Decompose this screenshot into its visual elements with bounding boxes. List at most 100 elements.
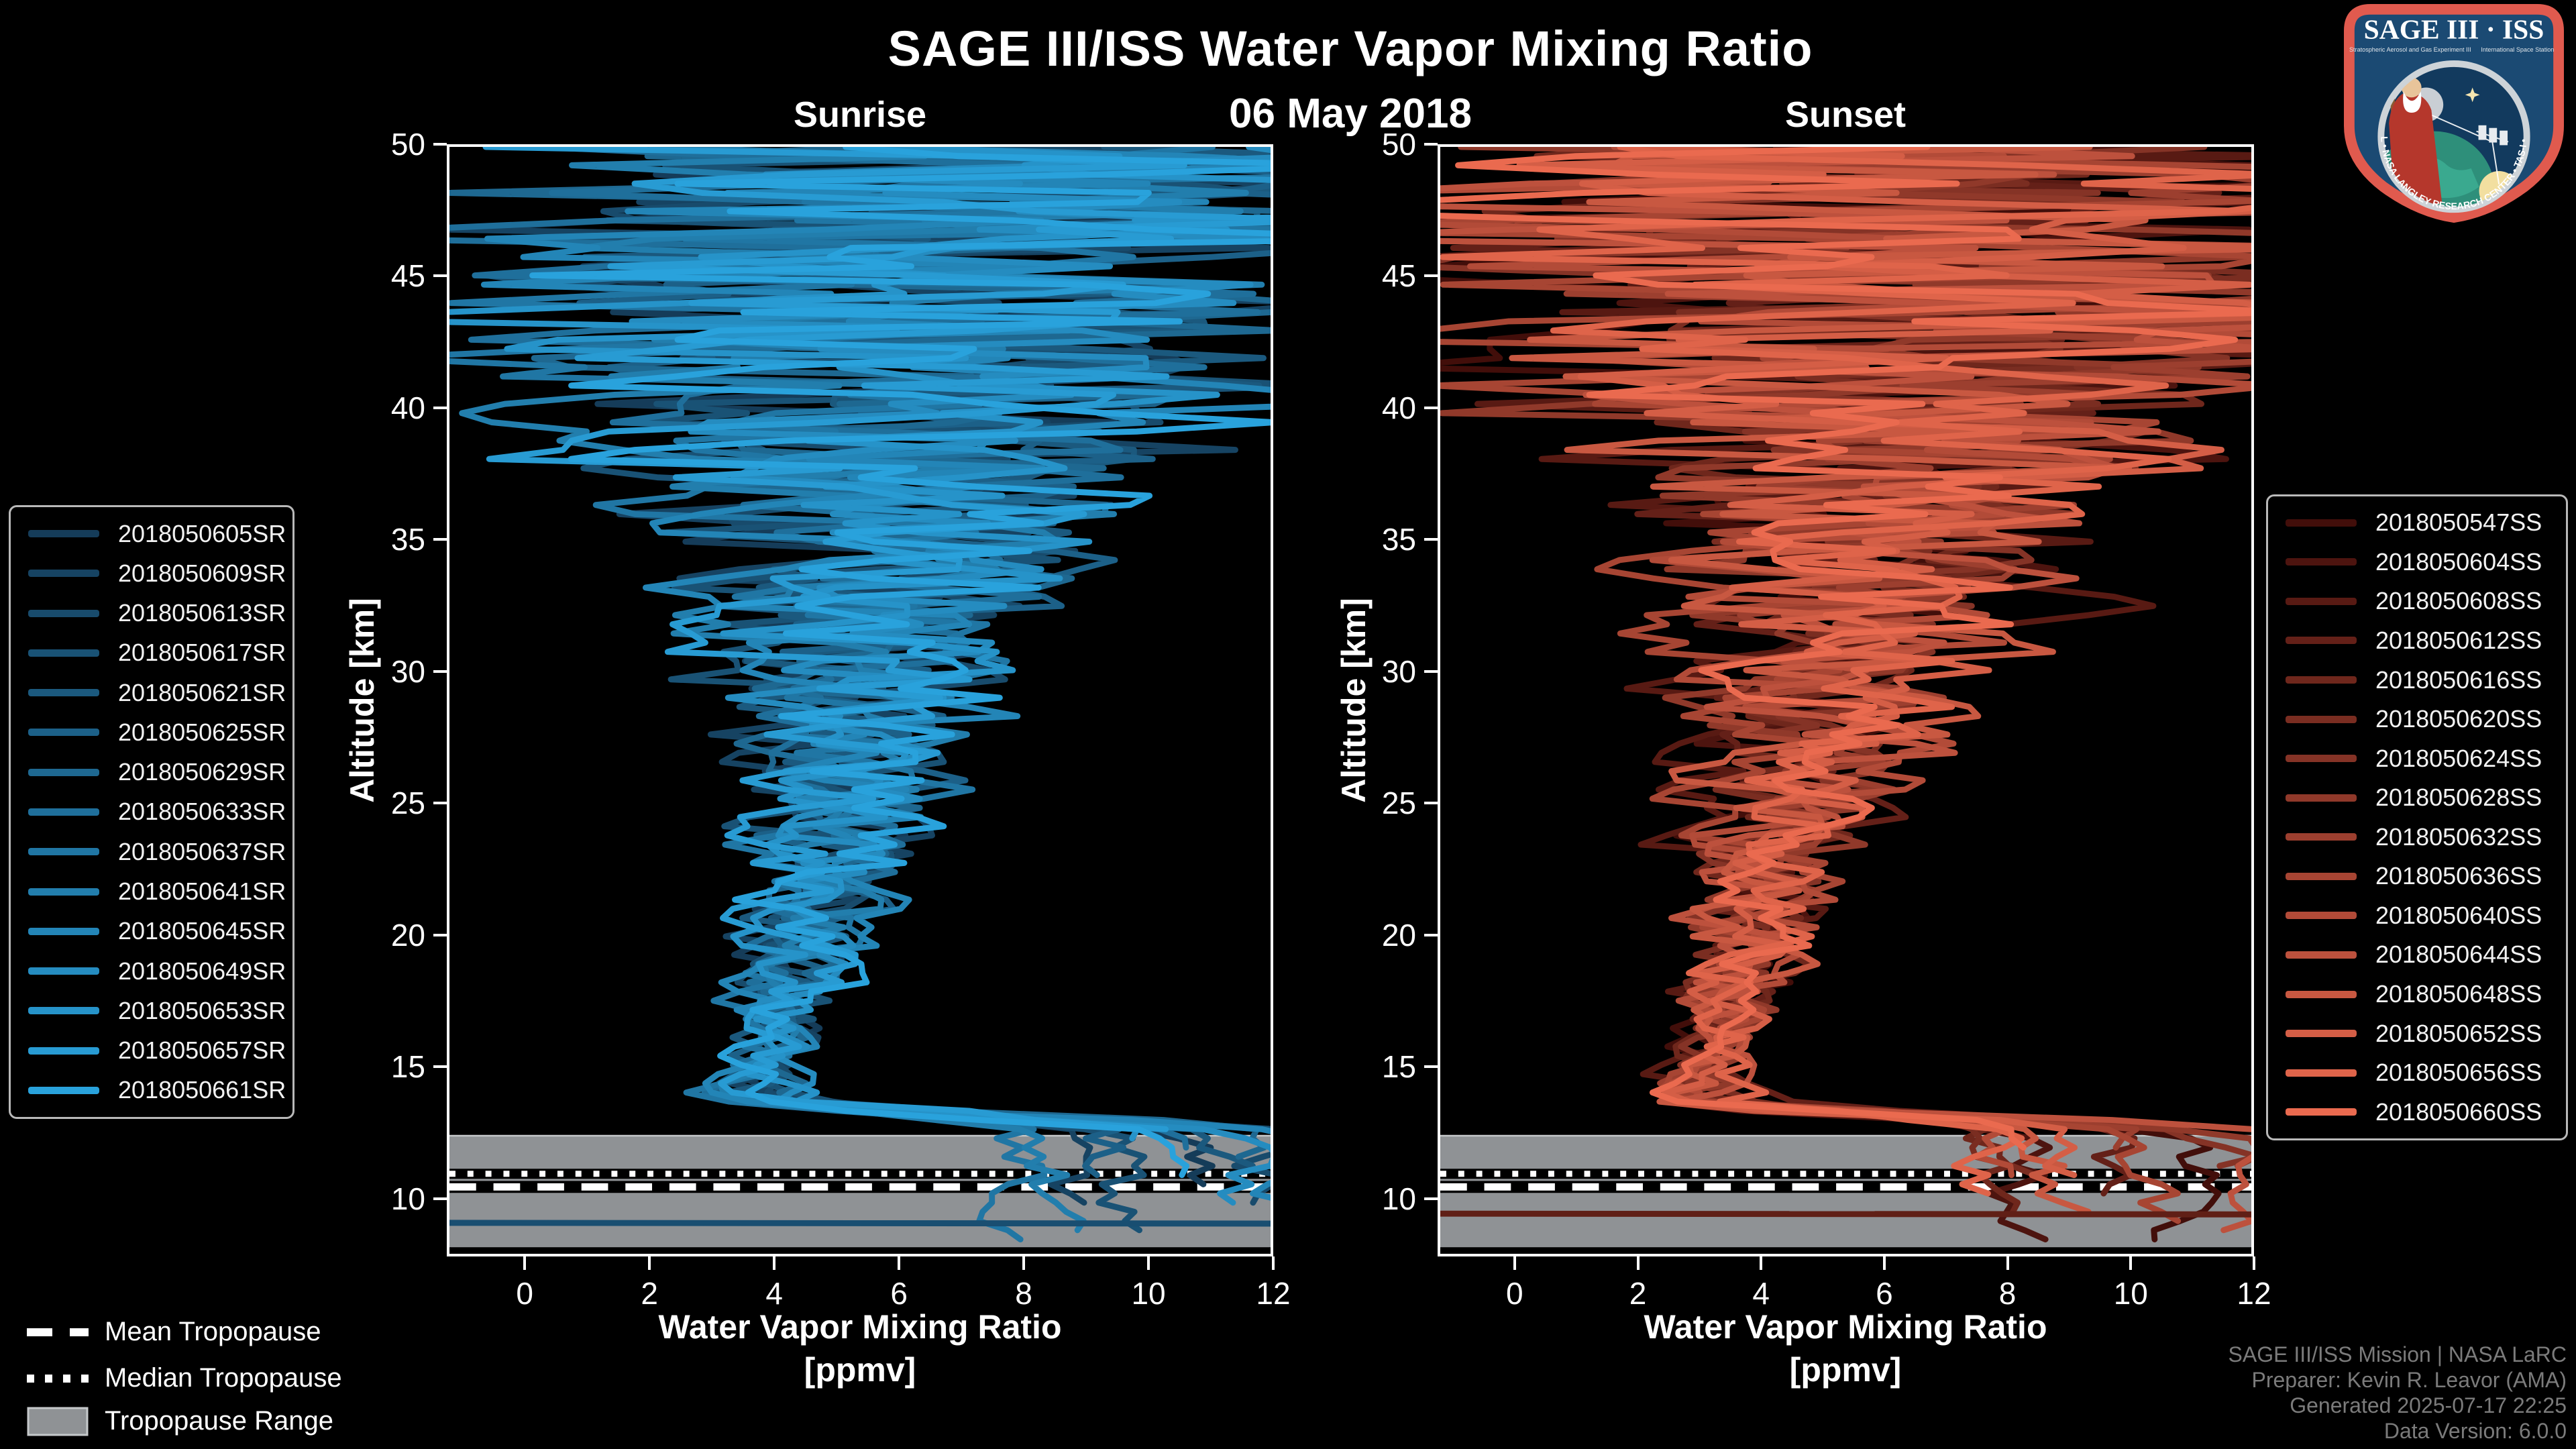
sunset-event-legend: 2018050547SS 2018050604SS 2018050608SS 2018… bbox=[2266, 494, 2568, 1140]
legend-item: 2018050649SR bbox=[11, 957, 292, 985]
legend-line-swatch bbox=[2286, 676, 2357, 684]
legend-item: 2018050625SR bbox=[11, 718, 292, 747]
y-tick-label: 20 bbox=[1381, 917, 1416, 953]
legend-item: 2018050660SS bbox=[2268, 1098, 2566, 1126]
x-tick-label: 8 bbox=[1998, 1276, 2017, 1311]
x-tick bbox=[2253, 1256, 2255, 1270]
profile-line bbox=[1440, 147, 2251, 1197]
x-tick-label: 6 bbox=[890, 1276, 908, 1311]
legend-item: 2018050616SS bbox=[2268, 666, 2566, 694]
legend-line-swatch bbox=[28, 1046, 99, 1055]
legend-item: 2018050547SS bbox=[2268, 508, 2566, 537]
legend-item: 2018050605SR bbox=[11, 520, 292, 548]
y-tick-label: 15 bbox=[1381, 1049, 1416, 1085]
legend-line-swatch bbox=[28, 649, 99, 657]
legend-line-swatch bbox=[2286, 1108, 2357, 1116]
x-tick bbox=[2006, 1256, 2009, 1270]
legend-line-swatch bbox=[2286, 755, 2357, 763]
x-tick-label: 10 bbox=[2113, 1276, 2148, 1311]
sunrise-event-legend: 2018050605SR 2018050609SR 2018050613SR 2018… bbox=[9, 505, 294, 1119]
profile-line bbox=[529, 147, 1271, 1179]
y-tick-label: 40 bbox=[390, 390, 425, 425]
mean-tropopause-legend-item: Mean Tropopause bbox=[27, 1317, 321, 1347]
x-tick-label: 12 bbox=[1256, 1276, 1291, 1311]
x-tick-label: 12 bbox=[2237, 1276, 2271, 1311]
legend-line-swatch bbox=[2286, 990, 2357, 998]
legend-event-label: 2018050605SR bbox=[118, 519, 286, 547]
logo-subtitle-right: International Space Station bbox=[2481, 46, 2554, 53]
legend-item: 2018050653SR bbox=[11, 997, 292, 1025]
legend-event-label: 2018050644SS bbox=[2375, 941, 2542, 969]
x-tick-label: 0 bbox=[516, 1276, 534, 1311]
legend-line-swatch bbox=[2286, 1030, 2357, 1038]
legend-event-label: 2018050616SS bbox=[2375, 665, 2542, 694]
legend-item: 2018050637SR bbox=[11, 838, 292, 866]
legend-event-label: 2018050637SR bbox=[118, 837, 286, 865]
legend-line-swatch bbox=[2286, 794, 2357, 802]
legend-event-label: 2018050661SR bbox=[118, 1076, 286, 1104]
y-tick-label: 10 bbox=[1381, 1181, 1416, 1216]
y-tick bbox=[1424, 1197, 1438, 1200]
logo-title: SAGE III · ISS bbox=[2364, 13, 2544, 44]
sunrise-xaxis-label: Water Vapor Mixing Ratio [ppmv] bbox=[658, 1308, 1062, 1389]
legend-event-label: 2018050641SR bbox=[118, 877, 286, 906]
y-tick-label: 20 bbox=[390, 917, 425, 953]
y-tick bbox=[433, 1065, 447, 1069]
legend-event-label: 2018050625SR bbox=[118, 718, 286, 746]
sunset-plot-area bbox=[1438, 144, 2254, 1256]
legend-item: 2018050621SR bbox=[11, 679, 292, 707]
legend-item: 2018050644SS bbox=[2268, 941, 2566, 969]
y-tick-label: 30 bbox=[1381, 653, 1416, 689]
legend-line-swatch bbox=[2286, 833, 2357, 841]
legend-event-label: 2018050628SS bbox=[2375, 784, 2542, 812]
legend-line-swatch bbox=[28, 808, 99, 816]
y-tick bbox=[433, 669, 447, 673]
gray-patch-icon bbox=[27, 1407, 89, 1436]
y-tick-label: 45 bbox=[1381, 258, 1416, 294]
legend-item: 2018050633SR bbox=[11, 798, 292, 826]
legend-item: 2018050652SS bbox=[2268, 1020, 2566, 1048]
y-tick-label: 10 bbox=[390, 1181, 425, 1216]
mean-tropopause-label: Mean Tropopause bbox=[105, 1317, 321, 1346]
logo-iss bbox=[2426, 112, 2509, 184]
x-tick-label: 4 bbox=[765, 1276, 783, 1311]
legend-line-swatch bbox=[2286, 637, 2357, 645]
y-tick bbox=[1424, 802, 1438, 805]
legend-event-label: 2018050604SS bbox=[2375, 547, 2542, 576]
legend-line-swatch bbox=[28, 967, 99, 975]
legend-event-label: 2018050620SS bbox=[2375, 705, 2542, 733]
sunset-xaxis-label: Water Vapor Mixing Ratio [ppmv] bbox=[1644, 1308, 2047, 1389]
legend-item: 2018050604SS bbox=[2268, 548, 2566, 576]
legend-event-label: 2018050636SS bbox=[2375, 862, 2542, 890]
x-tick-label: 8 bbox=[1015, 1276, 1032, 1311]
y-tick bbox=[433, 143, 447, 146]
profile-line bbox=[1440, 147, 2251, 1151]
legend-line-swatch bbox=[2286, 519, 2357, 527]
footer-credits: SAGE III/ISS Mission | NASA LaRC Prepare… bbox=[2229, 1342, 2567, 1444]
legend-line-swatch bbox=[2286, 872, 2357, 880]
y-tick bbox=[433, 406, 447, 409]
legend-line-swatch bbox=[28, 848, 99, 856]
low-altitude-streak bbox=[449, 1220, 1271, 1227]
x-tick-label: 2 bbox=[1629, 1276, 1647, 1311]
sunrise-plot-area bbox=[447, 144, 1273, 1256]
y-tick bbox=[1424, 538, 1438, 541]
tropopause-range-legend-item: Tropopause Range bbox=[27, 1406, 333, 1436]
legend-event-label: 2018050609SR bbox=[118, 559, 286, 587]
y-tick bbox=[1424, 1065, 1438, 1069]
sunrise-profiles-svg bbox=[449, 147, 1271, 1248]
y-tick bbox=[1424, 143, 1438, 146]
y-tick-label: 30 bbox=[390, 653, 425, 689]
y-tick bbox=[433, 933, 447, 936]
y-tick-label: 15 bbox=[390, 1049, 425, 1085]
x-tick bbox=[1147, 1256, 1150, 1270]
y-tick-label: 40 bbox=[1381, 390, 1416, 425]
x-tick bbox=[648, 1256, 651, 1270]
y-tick-label: 50 bbox=[1381, 127, 1416, 162]
legend-item: 2018050648SS bbox=[2268, 980, 2566, 1008]
legend-item: 2018050624SS bbox=[2268, 745, 2566, 773]
logo-subtitle-left: Stratospheric Aerosol and Gas Experiment… bbox=[2349, 46, 2471, 53]
y-tick bbox=[433, 538, 447, 541]
legend-event-label: 2018050657SR bbox=[118, 1036, 286, 1065]
median-tropopause-label: Median Tropopause bbox=[105, 1363, 342, 1393]
